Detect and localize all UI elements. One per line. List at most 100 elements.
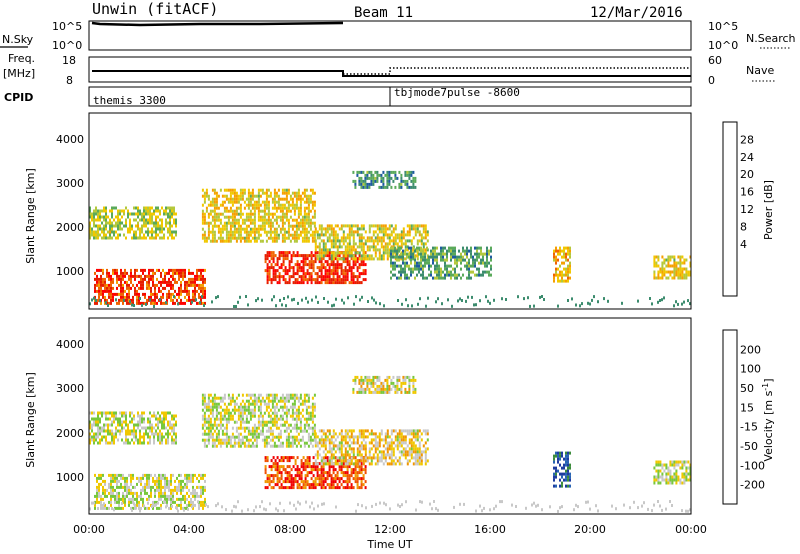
echo-cell: [136, 289, 138, 293]
echo-cell: [116, 494, 118, 498]
echo-cell: [288, 281, 291, 285]
echo-cell: [394, 273, 396, 277]
echo-cell: [215, 396, 218, 400]
echo-cell: [140, 286, 142, 290]
echo-cell: [110, 488, 112, 492]
echo-cell: [116, 301, 118, 305]
echo-cell: [190, 283, 192, 287]
echo-cell: [336, 251, 339, 255]
echo-cell: [454, 255, 456, 259]
echo-cell: [434, 267, 436, 271]
echo-cell: [281, 206, 284, 210]
echo-cell: [450, 270, 452, 274]
echo-cell: [326, 227, 329, 231]
echo-cell: [111, 429, 113, 433]
echo-cell: [128, 301, 130, 305]
echo-cell: [394, 251, 397, 255]
echo-cell: [567, 273, 569, 277]
echo-cell: [235, 396, 238, 400]
echo-cell: [143, 426, 145, 430]
echo-cell: [231, 236, 234, 240]
echo-cell: [178, 488, 180, 492]
echo-cell: [126, 292, 128, 296]
echo-cell: [140, 274, 142, 278]
echo-cell: [89, 206, 91, 210]
echo-cell: [440, 273, 442, 277]
echo-cell: [146, 286, 148, 290]
echo-cell: [196, 283, 198, 287]
echo-cell: [114, 494, 116, 498]
echo-cell: [175, 230, 177, 234]
echo-cell: [253, 423, 256, 427]
echo-cell: [275, 209, 278, 213]
echo-cell: [268, 278, 271, 282]
echo-cell: [362, 260, 365, 264]
echo-cell: [174, 280, 176, 284]
echo-cell: [118, 500, 120, 504]
echo-cell: [294, 254, 297, 258]
echo-cell: [139, 441, 141, 445]
echo-cell: [283, 236, 286, 240]
echo-cell: [213, 200, 216, 204]
echo-cell: [360, 254, 363, 258]
echo-cell: [251, 411, 254, 415]
echo-cell: [150, 473, 152, 477]
echo-cell: [663, 267, 666, 271]
echo-cell: [267, 212, 270, 216]
echo-cell: [121, 411, 123, 415]
echo-cell: [278, 477, 281, 481]
echo-cell: [117, 233, 119, 237]
ground-scatter-cell: [437, 297, 439, 301]
echo-cell: [269, 444, 272, 448]
echo-cell: [304, 486, 307, 490]
echo-cell: [125, 432, 127, 436]
echo-cell: [486, 255, 488, 259]
echo-cell: [249, 408, 252, 412]
echo-cell: [442, 252, 444, 256]
echo-cell: [99, 224, 101, 228]
echo-cell: [241, 438, 244, 442]
echo-cell: [178, 503, 180, 507]
echo-cell: [302, 269, 305, 273]
echo-cell: [444, 273, 446, 277]
echo-cell: [320, 266, 323, 270]
echo-cell: [412, 236, 415, 240]
echo-cell: [299, 438, 302, 442]
echo-cell: [265, 423, 268, 427]
echo-cell: [104, 494, 106, 498]
echo-cell: [296, 260, 299, 264]
echo-cell: [277, 438, 280, 442]
echo-cell: [388, 182, 391, 186]
echo-cell: [154, 473, 156, 477]
echo-cell: [334, 257, 337, 261]
echo-cell: [653, 276, 656, 280]
echo-cell: [346, 275, 349, 279]
echo-cell: [307, 224, 310, 228]
echo-cell: [109, 429, 111, 433]
echo-cell: [314, 432, 317, 436]
echo-cell: [372, 257, 375, 261]
echo-cell: [154, 491, 156, 495]
echo-cell: [243, 218, 246, 222]
echo-cell: [198, 286, 200, 290]
echo-cell: [157, 432, 159, 436]
echo-cell: [436, 264, 438, 268]
echo-cell: [249, 218, 252, 222]
echo-cell: [277, 426, 280, 430]
echo-cell: [268, 465, 271, 469]
echo-cell: [204, 295, 206, 299]
echo-cell: [553, 252, 555, 256]
echo-cell: [211, 441, 214, 445]
echo-cell: [267, 420, 270, 424]
echo-cell: [141, 218, 143, 222]
echo-cell: [276, 471, 279, 475]
echo-cell: [311, 417, 314, 421]
echo-cell: [268, 266, 271, 270]
echo-cell: [402, 236, 405, 240]
echo-cell: [138, 292, 140, 296]
echo-cell: [231, 191, 234, 195]
echo-cell: [458, 258, 460, 262]
echo-cell: [358, 239, 361, 243]
echo-cell: [488, 261, 490, 265]
echo-cell: [213, 233, 216, 237]
